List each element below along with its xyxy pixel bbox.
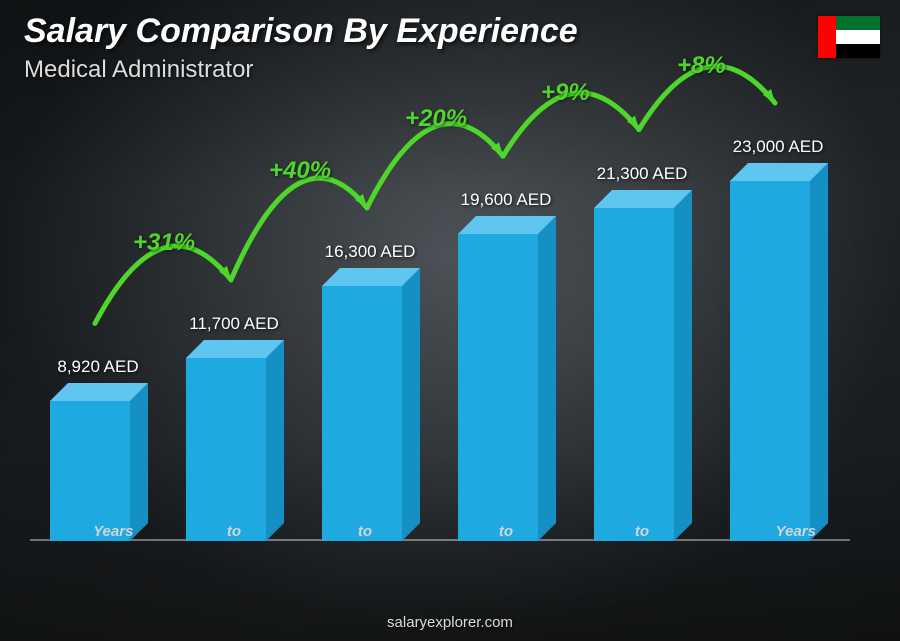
bar-side xyxy=(130,383,148,541)
bar xyxy=(730,181,810,541)
value-label: 23,000 AED xyxy=(710,137,846,157)
bar-side xyxy=(810,163,828,541)
x-axis-label: 15 to 20 xyxy=(574,520,710,541)
bar-front xyxy=(730,181,810,541)
chart-subtitle: Medical Administrator xyxy=(24,56,253,84)
chart-title: Salary Comparison By Experience xyxy=(24,12,578,51)
value-label: 19,600 AED xyxy=(438,190,574,210)
bar-side xyxy=(402,268,420,541)
bar-side xyxy=(538,216,556,541)
x-axis-label: 20+ Years xyxy=(710,520,846,541)
bar xyxy=(186,358,266,541)
chart-container: Salary Comparison By Experience Medical … xyxy=(0,0,900,641)
pct-change-label: +8% xyxy=(677,52,726,80)
country-flag xyxy=(818,16,880,58)
footer-attribution: salaryexplorer.com xyxy=(0,614,900,631)
x-axis-label: 10 to 15 xyxy=(438,520,574,541)
bar-front xyxy=(458,234,538,541)
x-axis-label: 5 to 10 xyxy=(302,520,438,541)
pct-change-label: +20% xyxy=(405,105,467,133)
bar-side xyxy=(674,190,692,541)
pct-change-label: +9% xyxy=(541,79,590,107)
value-label: 16,300 AED xyxy=(302,242,438,262)
bar xyxy=(594,208,674,541)
bar xyxy=(458,234,538,541)
value-label: 11,700 AED xyxy=(166,314,302,334)
value-label: 8,920 AED xyxy=(30,357,166,377)
x-axis-label: 2 to 5 xyxy=(166,520,302,541)
value-label: 21,300 AED xyxy=(574,164,710,184)
pct-change-label: +40% xyxy=(269,157,331,185)
bar-front xyxy=(594,208,674,541)
bar-side xyxy=(266,340,284,541)
bar xyxy=(322,286,402,541)
bar-front xyxy=(322,286,402,541)
pct-change-label: +31% xyxy=(133,229,195,257)
flag-hoist xyxy=(818,16,836,58)
bar-chart: 8,920 AED < 2 Years 11,700 AED 2 to 5 +31% 16… xyxy=(30,100,850,571)
x-axis-label: < 2 Years xyxy=(30,520,166,541)
bar-front xyxy=(186,358,266,541)
